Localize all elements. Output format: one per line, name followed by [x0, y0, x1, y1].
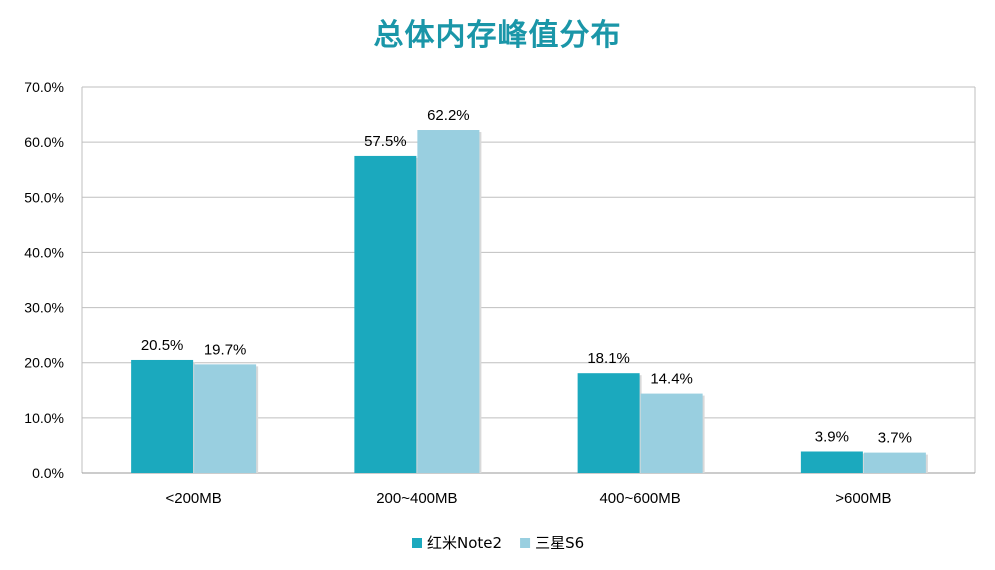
bar-redmi-note2	[354, 155, 417, 473]
x-axis-categories: <200MB 200~400MB 400~600MB >600MB	[165, 490, 891, 507]
bar-redmi-note2	[800, 451, 863, 473]
legend-swatch	[520, 538, 531, 548]
bar-redmi-note2	[131, 359, 194, 473]
data-label: 57.5%	[364, 133, 407, 150]
legend-swatch	[412, 538, 422, 548]
y-tick-label: 50.0%	[24, 189, 64, 205]
data-label: 3.7%	[878, 430, 912, 447]
y-tick-label: 60.0%	[24, 134, 64, 150]
bar-samsung-s6	[194, 364, 257, 473]
x-category-label: 400~600MB	[599, 490, 680, 507]
y-tick-label: 10.0%	[24, 410, 64, 426]
data-label: 19.7%	[204, 341, 247, 358]
data-label: 62.2%	[427, 107, 470, 124]
y-axis-ticks: 0.0% 10.0% 20.0% 30.0% 40.0% 50.0% 60.0% 70.0%	[24, 79, 64, 481]
chart-title: 总体内存峰值分布	[373, 18, 622, 53]
y-tick-label: 40.0%	[24, 244, 64, 260]
y-tick-label: 30.0%	[24, 300, 64, 316]
y-tick-label: 70.0%	[24, 79, 64, 95]
legend-label: 三星S6	[535, 534, 584, 552]
data-label: 3.9%	[815, 428, 849, 445]
bar-redmi-note2	[577, 373, 640, 473]
data-label: 18.1%	[587, 350, 630, 367]
bar-samsung-s6	[863, 452, 926, 473]
legend: 红米Note2 三星S6	[412, 534, 584, 552]
y-tick-label: 20.0%	[24, 355, 64, 371]
bars	[131, 130, 928, 474]
x-category-label: >600MB	[835, 490, 891, 507]
y-tick-label: 0.0%	[32, 465, 64, 481]
data-label: 14.4%	[650, 371, 693, 388]
bar-samsung-s6	[417, 130, 480, 474]
x-category-label: 200~400MB	[376, 490, 457, 507]
legend-label: 红米Note2	[427, 534, 502, 552]
bar-samsung-s6	[640, 393, 703, 473]
x-category-label: <200MB	[165, 490, 221, 507]
data-label: 20.5%	[141, 337, 184, 354]
data-labels: 20.5% 19.7% 57.5% 62.2% 18.1% 14.4% 3.9% 3.7%	[141, 107, 912, 447]
